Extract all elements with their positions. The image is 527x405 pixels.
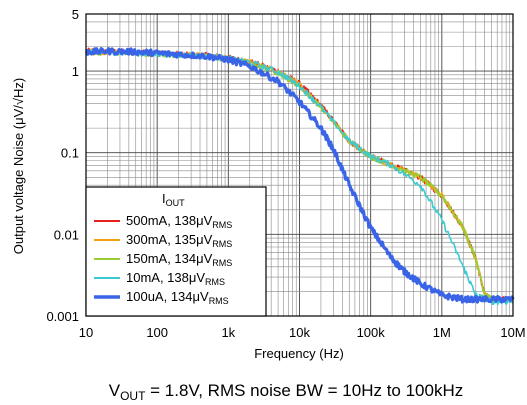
series-lines: [85, 46, 515, 306]
x-tick-labels: 10 100 1k 10k 100k 1M 10M: [79, 325, 526, 340]
legend-entry-unit: μV: [196, 251, 212, 266]
legend-entry-sub: RMS: [212, 258, 232, 268]
x-tick-label: 1k: [221, 325, 235, 340]
series-line: [85, 46, 515, 304]
x-tick-label: 100k: [357, 325, 386, 340]
legend-entry-sub: RMS: [212, 239, 232, 249]
legend-entry-unit: μV: [193, 289, 209, 304]
legend-entry-main: 500mA, 138: [126, 213, 196, 228]
caption-rest: = 1.8V, RMS noise BW = 10Hz to 100kHz: [145, 381, 463, 400]
legend-box: [85, 186, 267, 317]
caption-v: V: [109, 381, 121, 400]
x-tick-label: 10: [79, 325, 93, 340]
legend-entry-main: 300mA, 135: [126, 232, 196, 247]
y-tick-label: 1: [72, 64, 79, 79]
y-tick-label: 0.01: [54, 227, 79, 242]
legend-entry: 500mA, 138μVRMS: [126, 213, 232, 230]
y-axis-label: Output voltage Noise (μV/√Hz): [11, 78, 26, 254]
legend-entry: 100uA, 134μVRMS: [126, 289, 229, 306]
y-tick-label: 0.001: [46, 309, 79, 324]
caption-v-sub: OUT: [120, 389, 146, 403]
legend-entry-unit: μV: [196, 213, 212, 228]
x-tick-label: 10M: [500, 325, 525, 340]
y-tick-label: 5: [72, 7, 79, 22]
x-axis-label: Frequency (Hz): [254, 346, 344, 361]
legend-entry-sub: RMS: [209, 296, 229, 306]
y-tick-label: 0.1: [61, 146, 79, 161]
x-tick-label: 10k: [289, 325, 310, 340]
legend-entry: 150mA, 134μVRMS: [126, 251, 232, 268]
legend-title-sub: OUT: [166, 198, 186, 208]
legend-entry: 300mA, 135μVRMS: [126, 232, 232, 249]
caption: VOUT = 1.8V, RMS noise BW = 10Hz to 100k…: [109, 381, 464, 403]
legend-entry-main: 150mA, 134: [126, 251, 196, 266]
legend-entry-unit: μV: [189, 270, 205, 285]
x-tick-label: 100: [146, 325, 168, 340]
legend-title-main: I: [162, 191, 166, 206]
plot-frame: [85, 13, 514, 317]
legend-entry: 10mA, 138μVRMS: [126, 270, 225, 287]
legend-entry-main: 100uA, 134: [126, 289, 193, 304]
legend-entry-sub: RMS: [212, 220, 232, 230]
legend-entry-unit: μV: [196, 232, 212, 247]
legend-title: IOUT: [162, 191, 185, 208]
legend-entry-sub: RMS: [205, 277, 225, 287]
legend-entry-main: 10mA, 138: [126, 270, 189, 285]
y-tick-labels: 5 1 0.1 0.01 0.001: [46, 7, 79, 324]
x-tick-label: 1M: [433, 325, 451, 340]
